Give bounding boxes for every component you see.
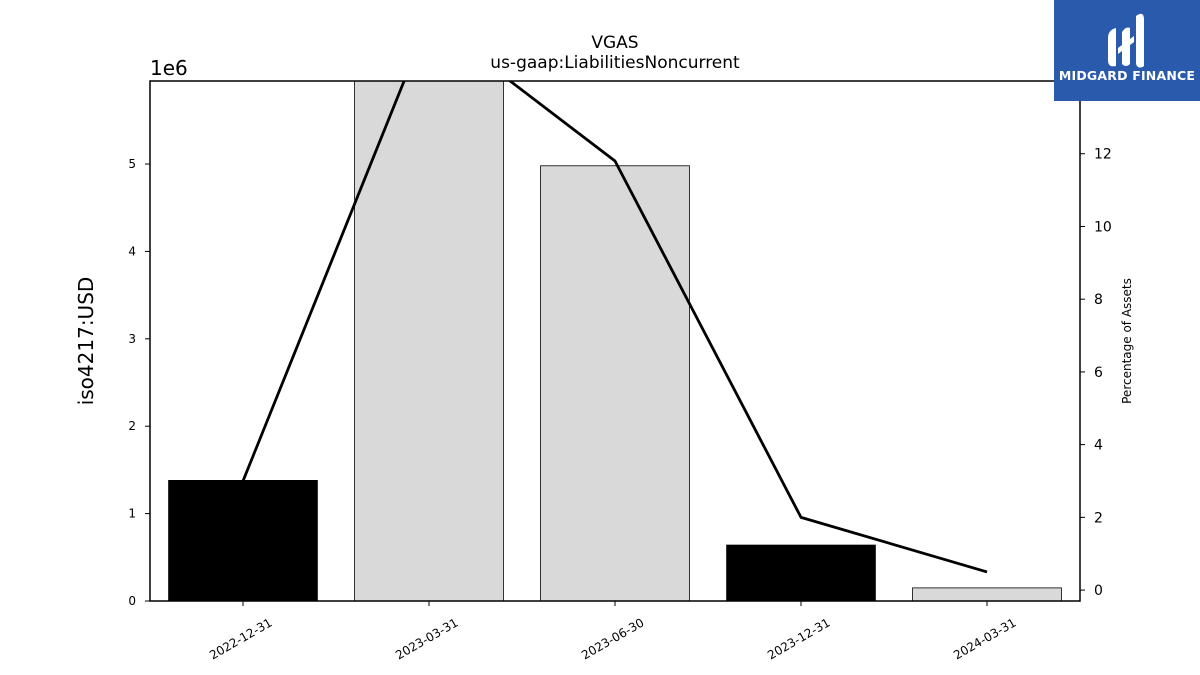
y-tick-label: 0 <box>128 594 136 608</box>
midgard-finance-logo: MIDGARD FINANCE <box>1054 0 1200 101</box>
x-tick-label: 2022-12-31 <box>207 615 274 662</box>
y-tick-label: 1 <box>128 507 136 521</box>
y-tick-label: 2 <box>128 419 136 433</box>
bar-2024-03-31 <box>912 587 1062 601</box>
bar-2023-03-31 <box>354 81 504 601</box>
x-tick-label: 2023-06-30 <box>579 615 646 662</box>
right-axis-label: Percentage of Assets <box>1120 278 1134 404</box>
bar-2023-12-31 <box>726 544 876 601</box>
y2-tick-label: 10 <box>1094 219 1112 235</box>
y-tick-label: 3 <box>128 332 136 346</box>
y2-tick-label: 0 <box>1094 583 1103 599</box>
bar-2023-06-30 <box>540 165 690 601</box>
x-tick-label: 2024-03-31 <box>951 615 1018 662</box>
bars-layer <box>168 81 1062 601</box>
y2-tick-label: 8 <box>1094 292 1103 308</box>
logo-mark-icon <box>1108 13 1144 68</box>
y-tick-label: 4 <box>128 244 136 258</box>
bar-2022-12-31 <box>168 479 318 601</box>
x-tick-label: 2023-03-31 <box>393 615 460 662</box>
y-axis-offset-label: 1e6 <box>150 56 188 80</box>
chart-title: VGAS <box>591 33 638 53</box>
chart-subtitle: us-gaap:LiabilitiesNoncurrent <box>490 53 740 73</box>
y2-tick-label: 4 <box>1094 438 1103 454</box>
y2-tick-label: 12 <box>1094 147 1112 163</box>
y2-tick-label: 2 <box>1094 510 1103 526</box>
logo-text: MIDGARD FINANCE <box>1058 68 1196 83</box>
x-tick-label: 2023-12-31 <box>765 615 832 662</box>
y-tick-label: 5 <box>128 157 136 171</box>
y-axis-label: iso4217:USD <box>74 277 98 406</box>
y2-tick-label: 6 <box>1094 365 1103 381</box>
line-layer <box>241 81 988 574</box>
